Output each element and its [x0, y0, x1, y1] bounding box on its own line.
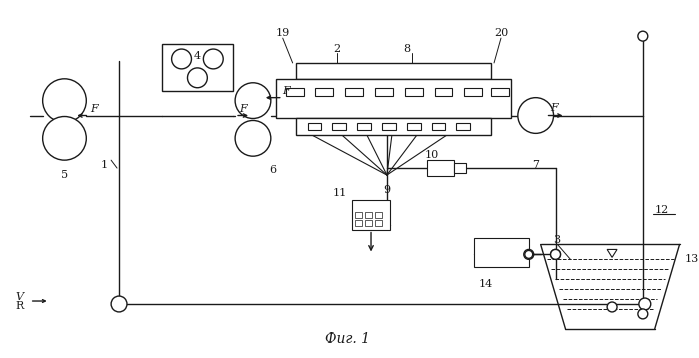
Bar	[355, 212, 362, 218]
Bar	[431, 124, 445, 130]
Circle shape	[235, 83, 271, 118]
Text: 9: 9	[383, 185, 391, 195]
Bar	[355, 220, 362, 226]
Text: V: V	[16, 292, 24, 302]
Text: Фиг. 1: Фиг. 1	[325, 332, 370, 346]
Bar	[426, 160, 454, 176]
Bar	[375, 212, 382, 218]
Bar	[296, 118, 491, 135]
Text: 13: 13	[684, 254, 699, 264]
Text: 12: 12	[655, 205, 669, 215]
Circle shape	[551, 250, 561, 259]
Text: 5: 5	[61, 170, 68, 180]
Text: 14: 14	[479, 279, 493, 289]
Circle shape	[638, 31, 648, 41]
Circle shape	[525, 251, 533, 258]
Text: 4: 4	[194, 51, 201, 61]
Circle shape	[639, 298, 651, 310]
Bar	[375, 220, 382, 226]
Bar	[435, 88, 452, 96]
Text: F: F	[90, 103, 98, 113]
Bar	[161, 44, 233, 91]
Bar	[286, 88, 303, 96]
Bar	[308, 124, 322, 130]
Text: 3: 3	[554, 234, 561, 245]
Text: 19: 19	[275, 28, 290, 38]
Circle shape	[172, 49, 192, 69]
Text: R: R	[15, 301, 24, 311]
Circle shape	[524, 250, 534, 259]
Bar	[464, 88, 482, 96]
Circle shape	[607, 302, 617, 312]
Bar	[491, 88, 509, 96]
Text: 11: 11	[333, 188, 347, 198]
Circle shape	[551, 250, 561, 259]
Text: 8: 8	[403, 44, 410, 54]
Text: F: F	[549, 103, 557, 112]
Circle shape	[518, 98, 554, 134]
Bar	[474, 237, 528, 267]
Text: 20: 20	[494, 28, 508, 38]
Circle shape	[111, 296, 127, 312]
Text: 2: 2	[333, 44, 341, 54]
Bar	[456, 124, 470, 130]
Bar	[357, 124, 371, 130]
Bar	[407, 124, 421, 130]
Text: 1: 1	[101, 160, 108, 170]
Bar	[276, 79, 511, 118]
Bar	[365, 212, 372, 218]
Text: 7: 7	[532, 160, 539, 170]
Bar	[352, 200, 390, 229]
Bar	[365, 220, 372, 226]
Bar	[405, 88, 423, 96]
Bar	[454, 163, 466, 173]
Circle shape	[203, 49, 223, 69]
Polygon shape	[607, 250, 617, 257]
Text: 6: 6	[269, 165, 276, 175]
Bar	[332, 124, 346, 130]
Text: F: F	[239, 103, 247, 113]
Bar	[315, 88, 333, 96]
Text: 10: 10	[424, 150, 439, 160]
Bar	[296, 63, 491, 79]
Circle shape	[235, 121, 271, 156]
Circle shape	[43, 79, 86, 122]
Bar	[375, 88, 393, 96]
Bar	[382, 124, 396, 130]
Text: F: F	[282, 86, 289, 96]
Circle shape	[638, 309, 648, 319]
Circle shape	[187, 68, 208, 88]
Circle shape	[43, 116, 86, 160]
Bar	[345, 88, 363, 96]
